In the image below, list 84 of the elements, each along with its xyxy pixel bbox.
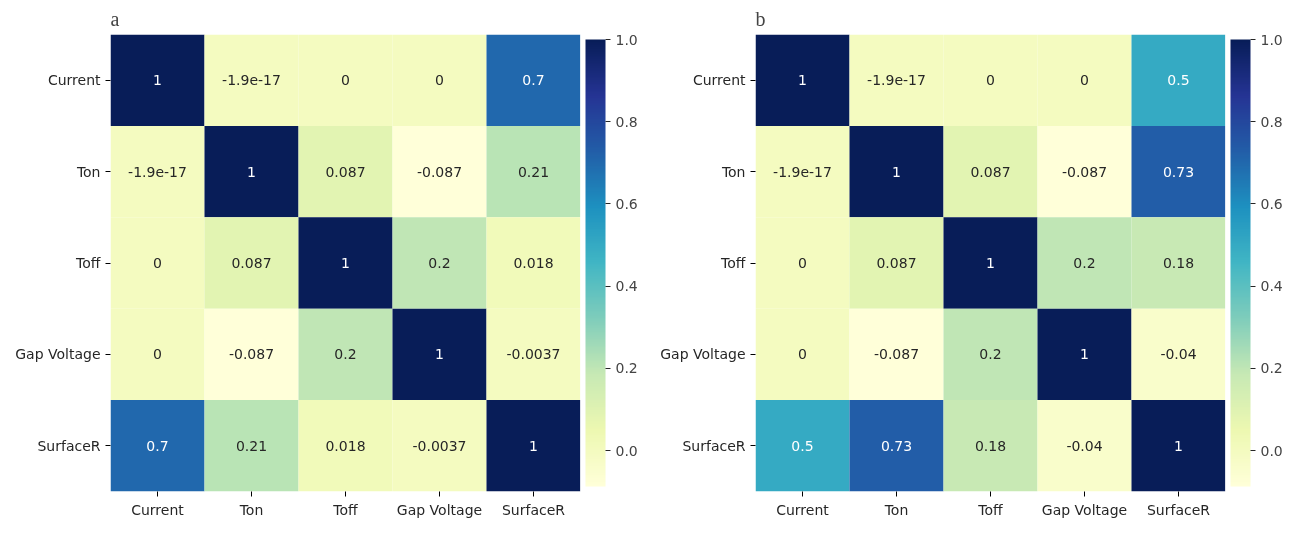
data-label: 0.018 bbox=[513, 255, 554, 271]
data-label: 0 bbox=[153, 346, 162, 363]
color-bar-label: 0.2 bbox=[1260, 360, 1283, 377]
data-label: -0.0037 bbox=[412, 437, 467, 454]
data-label: 0.2 bbox=[334, 346, 357, 363]
data-label: 0.2 bbox=[979, 346, 1002, 363]
x-tick-label: SurfaceR bbox=[501, 501, 566, 518]
data-label: -0.04 bbox=[1066, 437, 1103, 454]
data-label: -1.9e-17 bbox=[128, 163, 187, 180]
data-label: 1 bbox=[1174, 437, 1183, 454]
data-label: 0.087 bbox=[231, 255, 272, 271]
data-label: 0 bbox=[435, 72, 444, 89]
data-label: 0.73 bbox=[880, 437, 913, 454]
data-label: 0 bbox=[153, 255, 162, 271]
data-label: -0.04 bbox=[1160, 346, 1197, 363]
y-tick-label: SurfaceR bbox=[37, 437, 101, 454]
data-label: 1 bbox=[892, 163, 901, 180]
data-label: -0.087 bbox=[873, 346, 920, 363]
data-label: 1 bbox=[798, 72, 807, 89]
data-label: -0.087 bbox=[416, 163, 463, 180]
data-label: 0.2 bbox=[1073, 255, 1096, 271]
x-tick-label: Gap Voltage bbox=[1041, 501, 1128, 518]
x-tick-label: Current bbox=[776, 501, 830, 518]
y-tick-label: Toff bbox=[720, 255, 746, 271]
data-label: 0.5 bbox=[791, 437, 814, 454]
data-label: 1 bbox=[247, 163, 256, 180]
data-label: 0 bbox=[798, 346, 807, 363]
data-label: 0.73 bbox=[1162, 163, 1195, 180]
y-tick-label: Gap Voltage bbox=[660, 346, 746, 363]
data-label: 1 bbox=[435, 346, 444, 363]
color-bar-label: 0.2 bbox=[615, 360, 638, 377]
data-label: 0.21 bbox=[517, 163, 550, 180]
data-label: 0.21 bbox=[235, 437, 268, 454]
data-label: 0 bbox=[798, 255, 807, 271]
data-label: 1 bbox=[341, 255, 350, 271]
y-tick-label: Toff bbox=[75, 255, 101, 271]
color-bar-label: 0.8 bbox=[1260, 113, 1283, 130]
y-tick-label: Gap Voltage bbox=[15, 346, 101, 363]
data-label: 0 bbox=[1080, 72, 1089, 89]
color-bar-label: 0.4 bbox=[615, 278, 638, 295]
color-bar-label: 0.0 bbox=[1260, 442, 1283, 459]
data-label: 1 bbox=[1080, 346, 1089, 363]
data-label: 1 bbox=[153, 72, 162, 89]
color-bar-label: 0.4 bbox=[1260, 278, 1283, 295]
data-label: 0.2 bbox=[428, 255, 451, 271]
x-tick-label: Ton bbox=[883, 501, 909, 518]
color-bar-label: 1.0 bbox=[615, 31, 638, 48]
color-bar-label: 0.8 bbox=[615, 113, 638, 130]
chart-title: a bbox=[110, 7, 120, 30]
x-tick-label: Toff bbox=[332, 501, 359, 518]
color-bar-label: 0.6 bbox=[615, 195, 638, 212]
data-label: 0.087 bbox=[970, 163, 1011, 180]
x-tick-label: SurfaceR bbox=[1146, 501, 1211, 518]
x-tick-label: Toff bbox=[977, 501, 1004, 518]
y-tick-label: Ton bbox=[75, 163, 101, 180]
data-label: 0.7 bbox=[146, 437, 169, 454]
data-label: -0.087 bbox=[1061, 163, 1108, 180]
data-label: 0.18 bbox=[1162, 255, 1195, 271]
y-tick-label: Current bbox=[692, 72, 747, 89]
y-tick-label: Ton bbox=[720, 163, 746, 180]
chart-title: b bbox=[755, 7, 766, 30]
data-label: 0 bbox=[341, 72, 350, 89]
x-tick-label: Current bbox=[131, 501, 185, 518]
data-label: 1 bbox=[986, 255, 995, 271]
data-label: -0.087 bbox=[228, 346, 275, 363]
data-label: 0.087 bbox=[325, 163, 366, 180]
data-label: 1 bbox=[529, 437, 538, 454]
y-tick-label: Current bbox=[47, 72, 102, 89]
data-label: -1.9e-17 bbox=[867, 72, 926, 89]
y-tick-label: SurfaceR bbox=[682, 437, 746, 454]
data-label: -1.9e-17 bbox=[222, 72, 281, 89]
data-label: -1.9e-17 bbox=[773, 163, 832, 180]
data-label: 0.5 bbox=[1167, 72, 1190, 89]
data-label: 0.18 bbox=[974, 437, 1007, 454]
x-tick-label: Gap Voltage bbox=[396, 501, 483, 518]
data-label: 0.7 bbox=[522, 72, 545, 89]
data-label: 0 bbox=[986, 72, 995, 89]
color-bar-label: 1.0 bbox=[1260, 31, 1283, 48]
data-label: -0.0037 bbox=[506, 346, 561, 363]
color-bar-label: 0.6 bbox=[1260, 195, 1283, 212]
data-label: 0.018 bbox=[325, 437, 366, 454]
data-label: 0.087 bbox=[876, 255, 917, 271]
x-tick-label: Ton bbox=[238, 501, 264, 518]
color-bar-label: 0.0 bbox=[615, 442, 638, 459]
